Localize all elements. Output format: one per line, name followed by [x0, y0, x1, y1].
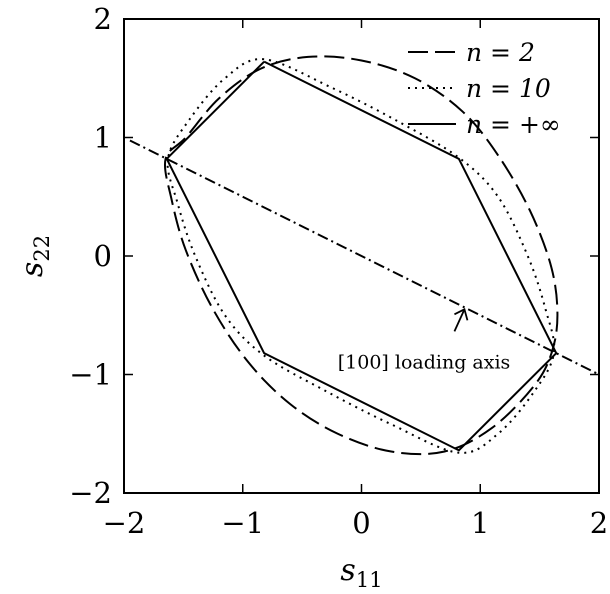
legend-label-1: n = 2 — [466, 38, 535, 67]
x-tick-label: −2 — [103, 506, 146, 540]
series-line-1 — [163, 55, 559, 456]
annotation-arrow-head — [454, 308, 469, 321]
y-axis-label: s22 — [15, 235, 54, 277]
x-tick-label: −1 — [221, 506, 264, 540]
legend-label-3: n = +∞ — [466, 110, 561, 139]
y-tick-label: −2 — [69, 476, 112, 510]
y-tick-label: 2 — [94, 2, 112, 36]
series-line-2 — [166, 58, 556, 454]
y-tick-label: 1 — [94, 121, 112, 155]
legend-label-2: n = 10 — [466, 74, 551, 103]
x-axis-label-subscript: 11 — [356, 568, 383, 592]
loading-axis-line — [129, 139, 599, 376]
annotation-label: [100] loading axis — [338, 352, 511, 374]
series-line-3 — [165, 60, 558, 452]
y-tick-label: 0 — [94, 239, 112, 273]
x-tick-label: 1 — [471, 506, 489, 540]
annotation-arrow-shaft — [453, 308, 466, 332]
series-group — [129, 55, 599, 456]
y-tick-label: −1 — [69, 358, 112, 392]
y-axis-label-subscript: 22 — [30, 235, 54, 262]
x-tick-label: 0 — [352, 506, 370, 540]
x-tick-label: 2 — [590, 506, 608, 540]
